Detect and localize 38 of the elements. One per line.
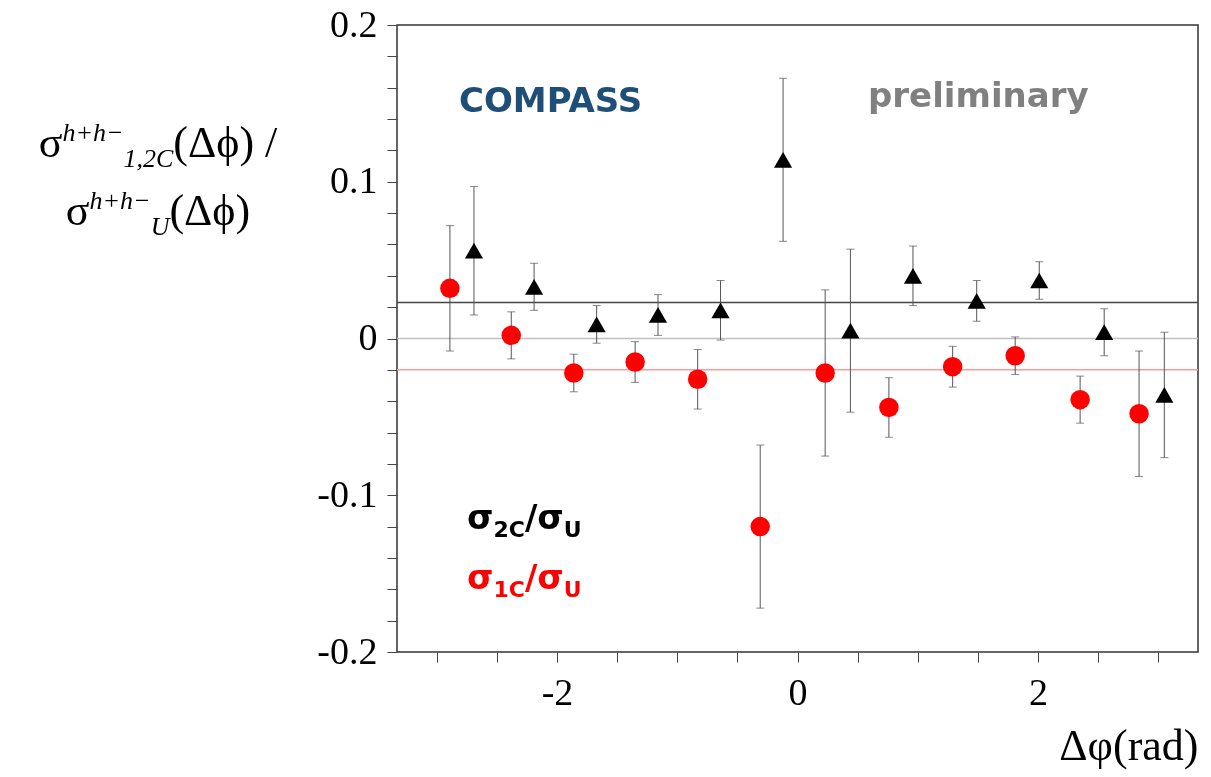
y-tick-label: -0.2	[317, 629, 378, 672]
point	[942, 356, 963, 377]
x-tick-label: -2	[541, 670, 574, 713]
text: σ$^{h+h−}$$_{1,2C}$(Δϕ) / σ$^{h+h−}$$_{U}$(Δϕ)	[38, 118, 278, 241]
point	[773, 151, 793, 168]
y-tick-label: 0.1	[330, 159, 378, 202]
point	[967, 293, 986, 309]
point	[1070, 389, 1090, 410]
point	[879, 397, 899, 418]
point	[841, 322, 860, 339]
point	[711, 302, 730, 319]
point	[903, 267, 923, 284]
x-tick-label: 2	[1029, 670, 1049, 713]
point	[625, 352, 645, 372]
annotation: preliminary	[868, 75, 1089, 115]
point	[1005, 346, 1025, 366]
point	[464, 242, 484, 259]
x-tick-label: 0	[788, 670, 808, 713]
point	[1030, 272, 1049, 289]
x-axis-title: Δφ(rad)	[1059, 720, 1199, 770]
point	[1095, 324, 1114, 341]
point	[687, 369, 708, 389]
text: σ$_{2C}$/σ$_{U}$	[467, 497, 582, 542]
point	[501, 325, 521, 346]
y-tick-label: 0	[358, 316, 378, 358]
point	[564, 363, 584, 383]
point	[525, 278, 544, 295]
point	[1129, 404, 1149, 424]
point	[648, 307, 668, 323]
point	[815, 363, 835, 383]
point	[440, 278, 460, 299]
point	[1155, 387, 1174, 403]
annotation: COMPASS	[459, 80, 643, 120]
y-tick-label: 0.2	[330, 2, 378, 45]
y-tick-label: -0.1	[317, 472, 378, 515]
point	[587, 316, 606, 333]
text: σ$_{1C}$/σ$_{U}$	[467, 557, 582, 602]
point	[750, 516, 770, 537]
